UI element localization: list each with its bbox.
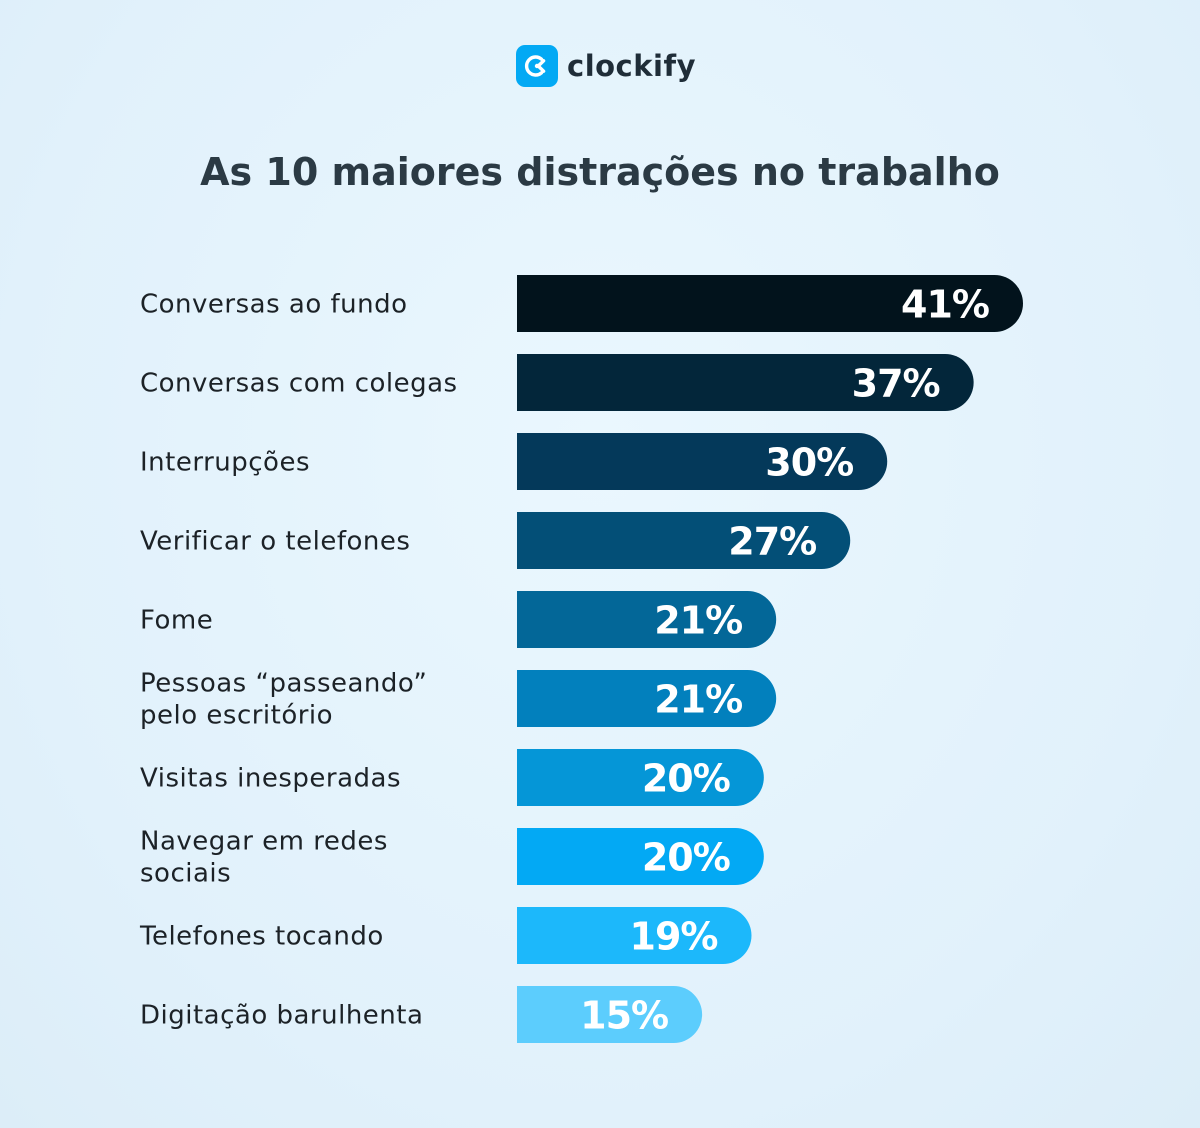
category-label-8: Navegar em redes sociais xyxy=(140,827,388,889)
category-label-6: Pessoas “passeando” pelo escritório xyxy=(140,669,427,731)
chart-title: As 10 maiores distrações no trabalho xyxy=(200,150,1000,194)
category-label-line: pelo escritório xyxy=(140,701,333,731)
bar-6 xyxy=(517,670,777,727)
category-label-line: Telefones tocando xyxy=(139,922,384,952)
bar-8 xyxy=(517,828,764,885)
bar-2 xyxy=(517,354,974,411)
bar-7 xyxy=(517,749,764,806)
bar-4 xyxy=(517,512,851,569)
category-label-line: Digitação barulhenta xyxy=(140,1001,423,1031)
category-label-3: Interrupções xyxy=(140,448,310,478)
category-label-line: Conversas ao fundo xyxy=(140,290,408,320)
bar-10 xyxy=(517,986,703,1043)
category-label-line: Pessoas “passeando” xyxy=(140,669,427,699)
value-label-10: 15% xyxy=(580,994,668,1038)
category-label-line: sociais xyxy=(140,859,231,889)
value-label-8: 20% xyxy=(642,836,730,880)
category-label-5: Fome xyxy=(140,606,213,636)
category-label-line: Verificar o telefones xyxy=(140,527,410,557)
bar-9 xyxy=(517,907,752,964)
bar-1 xyxy=(517,275,1023,332)
clockify-logo: clockify xyxy=(516,45,696,87)
category-label-4: Verificar o telefones xyxy=(140,527,410,557)
category-label-line: Fome xyxy=(140,606,213,636)
value-label-9: 19% xyxy=(630,915,718,959)
clockify-logo-icon xyxy=(516,45,558,87)
category-label-2: Conversas com colegas xyxy=(140,369,458,399)
category-label-line: Interrupções xyxy=(140,448,310,478)
value-label-5: 21% xyxy=(654,599,742,643)
category-label-7: Visitas inesperadas xyxy=(140,764,401,794)
bar-5 xyxy=(517,591,777,648)
category-label-10: Digitação barulhenta xyxy=(140,1001,423,1031)
category-label-1: Conversas ao fundo xyxy=(140,290,408,320)
value-label-4: 27% xyxy=(728,520,816,564)
value-label-2: 37% xyxy=(852,362,940,406)
value-label-3: 30% xyxy=(765,441,853,485)
value-label-1: 41% xyxy=(901,283,989,327)
category-label-line: Conversas com colegas xyxy=(140,369,458,399)
category-label-line: Visitas inesperadas xyxy=(140,764,401,794)
bar-3 xyxy=(517,433,888,490)
category-label-line: Navegar em redes xyxy=(140,827,388,857)
value-label-7: 20% xyxy=(642,757,730,801)
brand-name: clockify xyxy=(567,49,696,83)
category-label-9: Telefones tocando xyxy=(139,922,384,952)
value-label-6: 21% xyxy=(654,678,742,722)
